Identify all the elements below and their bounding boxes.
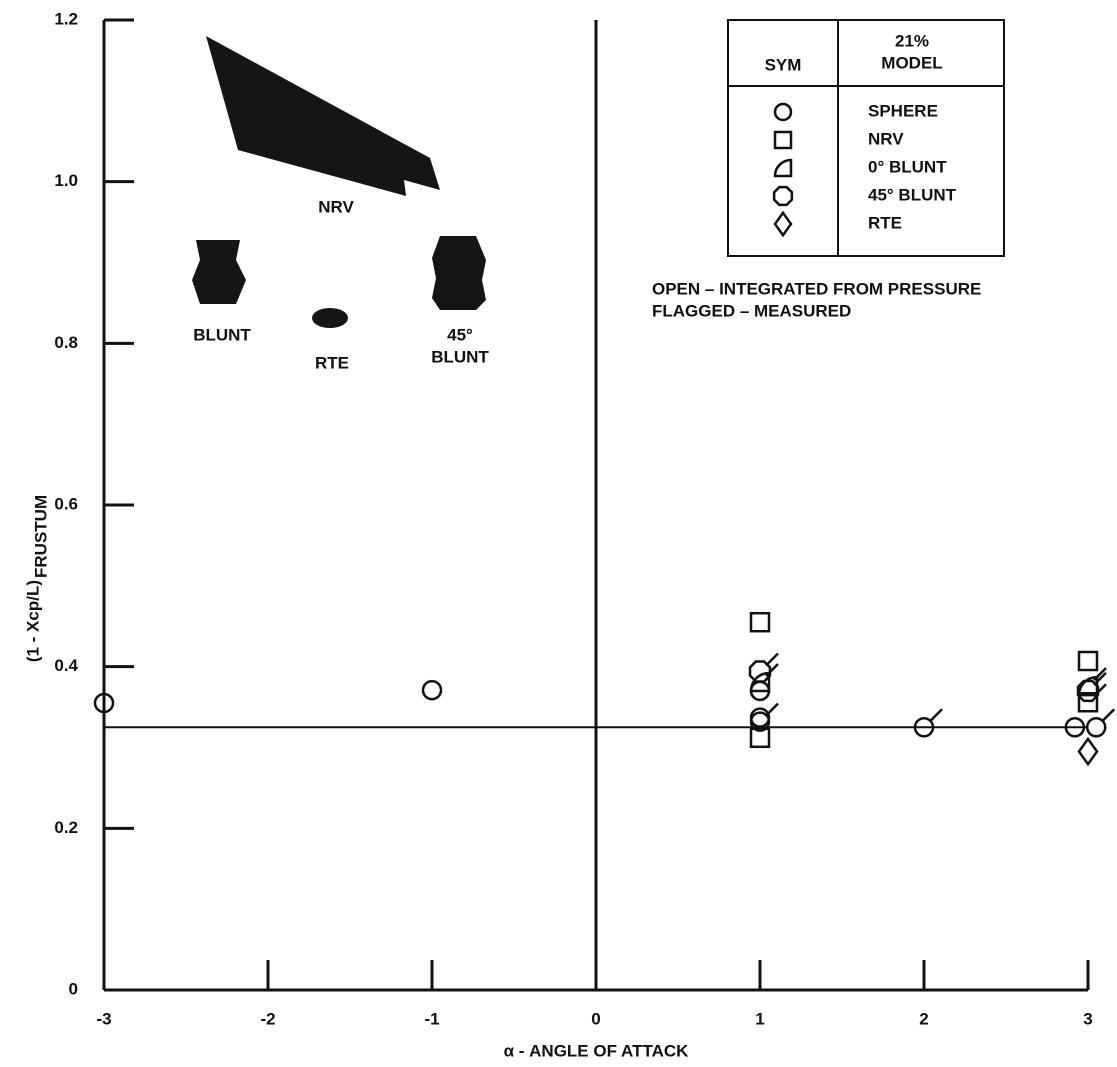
y-axis-label: (1 - Xcp/L) bbox=[23, 580, 42, 662]
x-tick-label: -3 bbox=[96, 1009, 111, 1028]
note: FLAGGED – MEASURED bbox=[652, 301, 851, 320]
blunt-sketch bbox=[192, 240, 246, 304]
legend-marker bbox=[773, 130, 793, 150]
marker bbox=[93, 692, 115, 714]
legend: SYM 21% MODEL bbox=[727, 19, 1005, 257]
legend-marker bbox=[773, 158, 793, 178]
y-tick-label: 0.4 bbox=[54, 656, 78, 675]
marker bbox=[1064, 717, 1086, 738]
marker bbox=[1085, 717, 1107, 738]
x-tick-label: 1 bbox=[755, 1009, 764, 1028]
model-sketches bbox=[192, 36, 486, 328]
x-tick-label: -2 bbox=[260, 1009, 275, 1028]
legend-label: NRV bbox=[868, 129, 904, 148]
rte-sketch bbox=[312, 308, 348, 328]
legend-label: SPHERE bbox=[868, 101, 938, 120]
flag bbox=[765, 652, 779, 667]
marker bbox=[749, 727, 771, 749]
legend-label: 0° BLUNT bbox=[868, 157, 947, 176]
marker bbox=[1076, 679, 1100, 703]
x-tick-label: 3 bbox=[1083, 1009, 1092, 1028]
flag bbox=[765, 702, 779, 717]
marker bbox=[748, 660, 772, 683]
note: OPEN – INTEGRATED FROM PRESSURE bbox=[652, 279, 981, 298]
legend-label: 45° BLUNT bbox=[868, 185, 957, 204]
y-tick-label: 0.8 bbox=[54, 333, 78, 352]
marker bbox=[1077, 650, 1099, 672]
blunt45-sketch bbox=[432, 236, 486, 310]
model-label: NRV bbox=[318, 197, 354, 216]
marker bbox=[913, 717, 935, 738]
y-tick-label: 1.2 bbox=[54, 9, 78, 28]
marker bbox=[1077, 691, 1099, 713]
legend-marker bbox=[773, 102, 793, 122]
flag bbox=[929, 708, 943, 723]
legend-marker bbox=[772, 185, 794, 207]
legend-marker bbox=[773, 210, 793, 238]
flag bbox=[1101, 708, 1116, 723]
y-tick-label: 0.2 bbox=[54, 818, 78, 837]
model-label: RTE bbox=[315, 353, 349, 372]
legend-box bbox=[727, 19, 1005, 257]
model-label: 45° bbox=[447, 325, 473, 344]
marker bbox=[1077, 736, 1099, 767]
model-label: BLUNT bbox=[193, 325, 251, 344]
x-axis-label: α - ANGLE OF ATTACK bbox=[504, 1041, 690, 1060]
x-tick-label: -1 bbox=[424, 1009, 439, 1028]
marker bbox=[749, 711, 771, 732]
marker bbox=[421, 679, 443, 701]
flag bbox=[765, 663, 779, 677]
legend-header: 21% bbox=[895, 31, 929, 50]
x-tick-label: 2 bbox=[919, 1009, 928, 1028]
x-tick-label: 0 bbox=[591, 1009, 600, 1028]
y-axis-label-group: (1 - Xcp/L) FRUSTUM bbox=[23, 495, 50, 662]
marker bbox=[749, 707, 771, 728]
y-tick-label: 1.0 bbox=[54, 171, 78, 190]
y-tick-label: 0 bbox=[69, 979, 78, 998]
legend-header: MODEL bbox=[881, 53, 942, 72]
nrv-sketch bbox=[206, 36, 440, 196]
flag bbox=[1093, 667, 1107, 681]
y-axis-label-sub: FRUSTUM bbox=[31, 495, 50, 578]
flag bbox=[1093, 672, 1107, 686]
marker bbox=[749, 611, 771, 633]
model-label: BLUNT bbox=[431, 347, 489, 366]
legend-header: SYM bbox=[765, 55, 802, 74]
y-tick-label: 0.6 bbox=[54, 494, 78, 513]
legend-label: RTE bbox=[868, 213, 902, 232]
